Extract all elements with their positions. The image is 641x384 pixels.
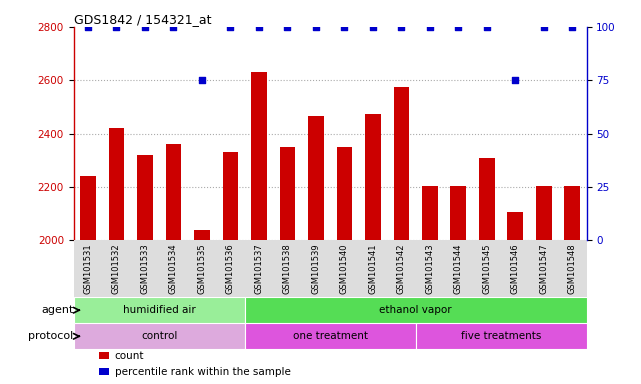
Bar [222,152,238,240]
Text: GSM101537: GSM101537 [254,243,263,294]
Point [481,24,492,30]
Bar [279,147,296,240]
Point [567,24,578,30]
Text: GSM101544: GSM101544 [454,243,463,294]
Bar [245,297,587,323]
Text: GSM101533: GSM101533 [140,243,149,294]
Bar [99,368,108,375]
Text: GSM101535: GSM101535 [197,243,206,294]
Text: GSM101543: GSM101543 [426,243,435,294]
Bar [80,176,96,240]
Text: one treatment: one treatment [292,331,368,341]
Text: percentile rank within the sample: percentile rank within the sample [115,367,290,377]
Bar [337,147,352,240]
Text: GSM101545: GSM101545 [482,243,491,294]
Bar [415,323,587,349]
Bar [451,185,466,240]
Text: humidified air: humidified air [123,305,196,315]
Text: GSM101536: GSM101536 [226,243,235,294]
Bar [394,87,409,240]
Bar [245,323,415,349]
Point [453,24,463,30]
Point [396,24,406,30]
Bar [165,144,181,240]
Bar [108,128,124,240]
Point [254,24,264,30]
Bar [251,72,267,240]
Text: GSM101539: GSM101539 [312,243,320,294]
Point [282,24,292,30]
Point [169,24,179,30]
Point [197,77,207,83]
Text: ethanol vapor: ethanol vapor [379,305,452,315]
Text: GSM101532: GSM101532 [112,243,121,294]
Point [425,24,435,30]
Text: GDS1842 / 154321_at: GDS1842 / 154321_at [74,13,212,26]
Text: protocol: protocol [28,331,74,341]
Bar [565,185,580,240]
Text: GSM101541: GSM101541 [369,243,378,294]
Bar [74,297,245,323]
Text: agent: agent [41,305,74,315]
Text: GSM101538: GSM101538 [283,243,292,294]
Text: control: control [141,331,178,341]
Bar [137,155,153,240]
Text: count: count [115,351,144,361]
Text: GSM101534: GSM101534 [169,243,178,294]
Text: five treatments: five treatments [461,331,541,341]
Point [83,24,93,30]
Point [339,24,349,30]
Bar [194,230,210,240]
Bar [308,116,324,240]
Point [225,24,235,30]
Point [368,24,378,30]
Bar [99,353,108,359]
Point [538,24,549,30]
Text: GSM101542: GSM101542 [397,243,406,294]
Point [140,24,150,30]
Text: GSM101547: GSM101547 [539,243,548,294]
Text: GSM101531: GSM101531 [83,243,92,294]
Text: GSM101546: GSM101546 [511,243,520,294]
Point [112,24,122,30]
Bar [422,185,438,240]
Bar [74,323,245,349]
Bar [365,114,381,240]
Bar [536,185,552,240]
Bar [479,157,495,240]
Point [510,77,520,83]
Text: GSM101548: GSM101548 [568,243,577,294]
Text: GSM101540: GSM101540 [340,243,349,294]
Point [311,24,321,30]
Bar [508,212,523,240]
